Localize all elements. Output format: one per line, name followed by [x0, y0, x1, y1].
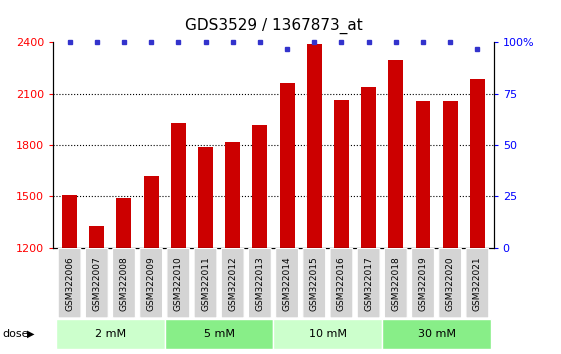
Bar	[117, 198, 131, 248]
Bar	[225, 142, 240, 248]
Text: GSM322017: GSM322017	[364, 256, 373, 310]
FancyBboxPatch shape	[113, 249, 135, 318]
FancyBboxPatch shape	[412, 249, 434, 318]
Bar	[198, 147, 213, 248]
Text: GSM322015: GSM322015	[310, 256, 319, 310]
FancyBboxPatch shape	[221, 249, 244, 318]
FancyBboxPatch shape	[58, 249, 81, 318]
FancyBboxPatch shape	[167, 249, 190, 318]
Bar	[470, 79, 485, 248]
FancyBboxPatch shape	[275, 249, 298, 318]
FancyBboxPatch shape	[194, 249, 217, 318]
Text: GSM322018: GSM322018	[392, 256, 401, 310]
Bar	[307, 44, 322, 248]
FancyBboxPatch shape	[303, 249, 326, 318]
Bar	[279, 83, 295, 248]
Bar	[171, 123, 186, 248]
Bar	[361, 87, 376, 248]
Text: 2 mM: 2 mM	[95, 329, 126, 339]
FancyBboxPatch shape	[249, 249, 272, 318]
Text: 30 mM: 30 mM	[417, 329, 456, 339]
Bar	[416, 101, 430, 248]
Text: GSM322016: GSM322016	[337, 256, 346, 310]
Text: dose: dose	[3, 329, 29, 339]
Text: 5 mM: 5 mM	[204, 329, 234, 339]
Text: GSM322021: GSM322021	[473, 256, 482, 310]
Text: GSM322012: GSM322012	[228, 256, 237, 310]
Bar	[274, 319, 382, 349]
FancyBboxPatch shape	[140, 249, 163, 318]
Text: 10 mM: 10 mM	[309, 329, 347, 339]
Text: GSM322019: GSM322019	[419, 256, 427, 310]
Text: GSM322013: GSM322013	[255, 256, 264, 310]
Text: GSM322010: GSM322010	[174, 256, 183, 310]
Text: GSM322014: GSM322014	[283, 256, 292, 310]
Bar	[89, 225, 104, 248]
Text: ▶: ▶	[27, 329, 35, 339]
Text: GSM322009: GSM322009	[146, 256, 155, 310]
Text: GSM322011: GSM322011	[201, 256, 210, 310]
Text: GSM322006: GSM322006	[65, 256, 74, 310]
Bar	[382, 319, 491, 349]
Bar	[62, 195, 77, 248]
FancyBboxPatch shape	[384, 249, 407, 318]
Bar	[144, 176, 159, 248]
FancyBboxPatch shape	[466, 249, 489, 318]
Bar	[388, 59, 403, 248]
Bar	[334, 100, 349, 248]
Text: GSM322008: GSM322008	[119, 256, 128, 310]
Text: GDS3529 / 1367873_at: GDS3529 / 1367873_at	[185, 18, 362, 34]
FancyBboxPatch shape	[85, 249, 108, 318]
Bar	[165, 319, 274, 349]
FancyBboxPatch shape	[330, 249, 353, 318]
Bar	[443, 101, 458, 248]
FancyBboxPatch shape	[439, 249, 462, 318]
Text: GSM322007: GSM322007	[93, 256, 102, 310]
Bar	[56, 319, 165, 349]
Text: GSM322020: GSM322020	[445, 256, 454, 310]
Bar	[252, 125, 268, 248]
FancyBboxPatch shape	[357, 249, 380, 318]
